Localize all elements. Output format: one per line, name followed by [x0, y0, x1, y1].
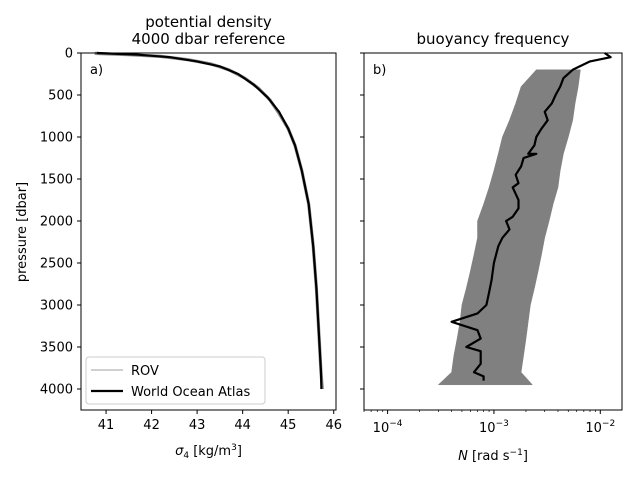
panel-a-title: potential density	[145, 13, 272, 31]
y-tick-label: 1500	[40, 173, 73, 188]
panel-a-axes-frame	[80, 52, 337, 411]
y-tick-label: 500	[48, 89, 73, 104]
y-tick-label: 3000	[40, 299, 73, 314]
y-tick-label: 2000	[40, 215, 73, 230]
x-tick-label: 10−4	[373, 419, 403, 436]
panel-b-axes-frame	[363, 52, 623, 411]
panel-a-subtitle: 4000 dbar reference	[132, 30, 286, 48]
y-tick-label: 2500	[40, 257, 73, 272]
x-tick-label: 41	[98, 418, 115, 433]
woa-buoyancy-profile	[450, 52, 612, 381]
y-tick-label: 1000	[40, 131, 73, 146]
panel-a-y-ticks: 0 500 1000 1500 2000 2500 3000 3500 4000	[40, 47, 81, 398]
panel-a-panel-label: a)	[90, 63, 103, 78]
panel-a-x-ticks: 41 42 43 44 45 46	[98, 410, 342, 433]
x-tick-label: 44	[234, 418, 251, 433]
panel-a-plot-area	[94, 51, 324, 390]
panel-b-title: buoyancy frequency	[417, 30, 570, 48]
x-tick-label: 46	[325, 418, 342, 433]
legend-label-woa: World Ocean Atlas	[131, 385, 250, 400]
x-tick-label: 10−3	[479, 419, 509, 436]
legend-label-rov: ROV	[131, 364, 159, 379]
panel-a: potential density 4000 dbar reference 41…	[15, 13, 342, 461]
panel-b-x-ticks: 10−4 10−3 10−2	[363, 410, 615, 436]
panel-b-plot-area	[437, 52, 612, 386]
legend: ROV World Ocean Atlas	[85, 356, 266, 405]
x-tick-label: 43	[189, 418, 206, 433]
y-tick-label: 3500	[40, 341, 73, 356]
legend-box	[85, 356, 266, 405]
y-axis-label: pressure [dbar]	[15, 182, 30, 282]
panel-b: buoyancy frequency 10−4 10−3 10−2 b) N [ra…	[360, 30, 623, 464]
y-tick-label: 4000	[40, 383, 73, 398]
panel-b-x-axis-label: N [rad s−1]	[458, 448, 528, 464]
x-tick-label: 10−2	[585, 419, 615, 436]
panel-b-y-ticks	[360, 52, 364, 390]
panel-a-x-axis-label: σ4 [kg/m3]	[175, 443, 242, 461]
y-tick-label: 0	[65, 47, 73, 62]
x-tick-label: 42	[143, 418, 160, 433]
rov-density-profile	[94, 51, 324, 390]
woa-density-profile	[96, 51, 323, 390]
x-tick-label: 45	[280, 418, 297, 433]
panel-b-panel-label: b)	[373, 63, 386, 78]
